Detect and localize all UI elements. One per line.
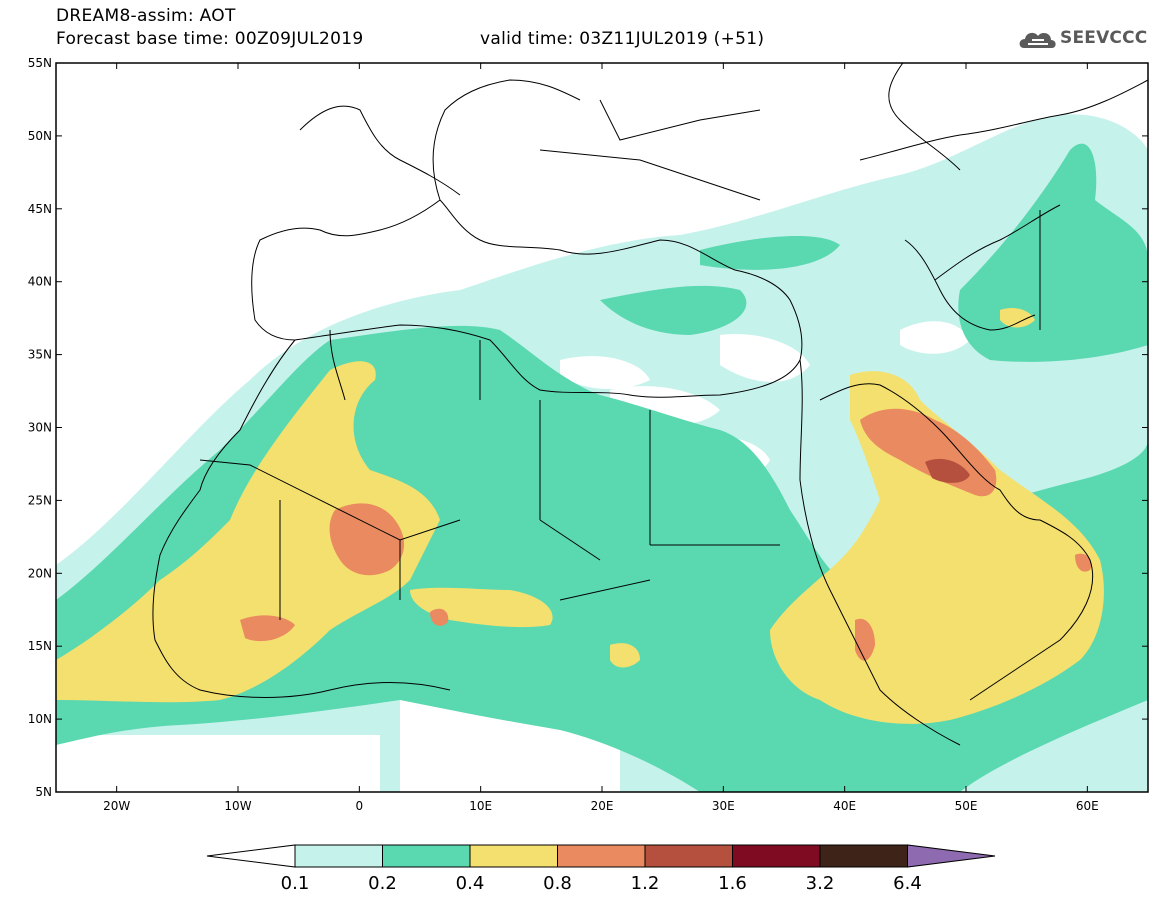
lon-label: 10W (224, 799, 251, 813)
valid-time: valid time: 03Z11JUL2019 (+51) (480, 29, 765, 49)
lat-label: 40N (28, 275, 52, 289)
lon-label: 50E (955, 799, 978, 813)
colorbar-high-arrow (907, 844, 996, 868)
colorbar-swatch (732, 844, 821, 868)
colorbar-swatch (469, 844, 558, 868)
lat-label: 10N (28, 712, 52, 726)
lon-label: 20W (103, 799, 130, 813)
lat-label: 30N (28, 421, 52, 435)
colorbar-label: 1.2 (631, 873, 660, 894)
lon-label: 60E (1076, 799, 1099, 813)
lon-label: 0 (356, 799, 364, 813)
lat-label: 15N (28, 639, 52, 653)
coastlines (152, 63, 1148, 746)
forecast-base-time: Forecast base time: 00Z09JUL2019 (56, 29, 364, 49)
lat-label: 45N (28, 202, 52, 216)
lat-label: 35N (28, 348, 52, 362)
colorbar-swatch (644, 844, 733, 868)
aot-field (56, 114, 1148, 792)
aot-contour-0-8 (329, 503, 405, 576)
lat-label: 55N (28, 56, 52, 70)
lon-label: 30E (712, 799, 735, 813)
colorbar-label: 0.4 (456, 873, 485, 894)
colorbar-label: 0.1 (281, 873, 310, 894)
logo-text: SEEVCCC (1060, 28, 1148, 48)
lat-label: 5N (35, 785, 52, 799)
lon-label: 10E (469, 799, 492, 813)
latitude-axis: 55N 50N 45N 40N 35N 30N 25N 20N 15N 10N 5N (28, 56, 1148, 799)
cloud-icon (1019, 32, 1056, 48)
aot-contour-0-4 (56, 361, 440, 703)
lon-label: 40E (833, 799, 856, 813)
colorbar-label: 6.4 (893, 873, 922, 894)
colorbar-label: 3.2 (806, 873, 835, 894)
colorbar-label: 1.6 (718, 873, 747, 894)
colorbar-label: 0.2 (368, 873, 397, 894)
colorbar-low-arrow (206, 844, 296, 868)
colorbar: 0.1 0.2 0.4 0.8 1.2 1.6 3.2 6.4 (206, 844, 996, 894)
lat-label: 20N (28, 566, 52, 580)
lat-label: 25N (28, 493, 52, 507)
colorbar-swatch (557, 844, 646, 868)
colorbar-swatch (294, 844, 383, 868)
map-title: DREAM8-assim: AOT (56, 6, 236, 26)
colorbar-swatch (819, 844, 908, 868)
aot-contour-1-2 (925, 458, 970, 483)
colorbar-label: 0.8 (543, 873, 572, 894)
lat-label: 50N (28, 129, 52, 143)
lon-label: 20E (591, 799, 614, 813)
colorbar-swatch (382, 844, 471, 868)
longitude-axis: 20W 10W 0 10E 20E 30E 40E 50E 60E (103, 63, 1099, 813)
